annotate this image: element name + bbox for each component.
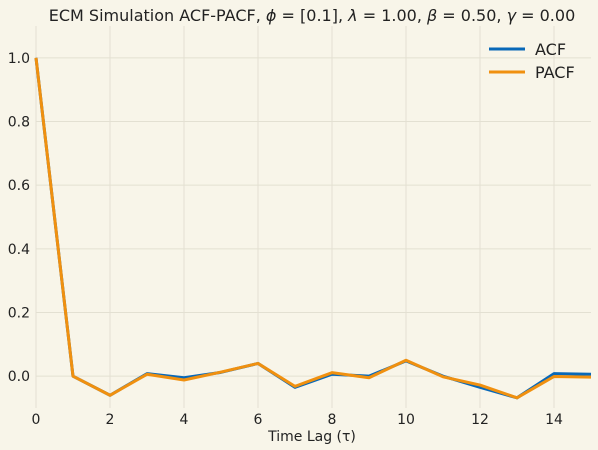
x-tick-label: 12	[471, 412, 489, 428]
title-phi-symbol: ϕ	[266, 6, 277, 25]
title-prefix: ECM Simulation ACF-PACF,	[49, 6, 266, 25]
x-tick-label: 2	[106, 412, 115, 428]
series-lines	[34, 57, 592, 400]
y-tick-label: 0.0	[8, 369, 30, 385]
y-tick-label: 0.8	[8, 115, 30, 131]
x-tick-label: 10	[397, 412, 415, 428]
title-beta-symbol: β	[426, 6, 437, 25]
x-axis-label: Time Lag (τ)	[267, 429, 356, 445]
title-lambda-symbol: λ	[347, 6, 357, 25]
y-tick-label: 0.2	[8, 306, 30, 322]
y-tick-label: 0.4	[8, 242, 30, 258]
legend-label-pacf: PACF	[535, 63, 575, 82]
chart-title: ECM Simulation ACF-PACF, ϕ = [0.1], λ = …	[49, 6, 576, 25]
grid	[35, 26, 591, 408]
title-beta-value: = 0.50,	[437, 6, 506, 25]
title-gamma-symbol: γ	[507, 6, 518, 25]
x-tick-label: 8	[328, 412, 337, 428]
x-tick-label: 14	[545, 412, 563, 428]
series-line-acf	[34, 57, 592, 400]
x-tick-label: 0	[32, 412, 41, 428]
title-gamma-value: = 0.00	[516, 6, 575, 25]
series-line-pacf	[34, 57, 592, 400]
legend-label-acf: ACF	[535, 40, 566, 59]
y-tick-label: 1.0	[8, 51, 30, 67]
title-phi-value: = [0.1],	[276, 6, 348, 25]
tick-labels: 0 2 4 6 8 10 12 14 0.0 0.2 0.4 0.6 0.8 1.0	[8, 51, 563, 428]
x-tick-label: 4	[180, 412, 189, 428]
y-tick-label: 0.6	[8, 178, 30, 194]
title-lambda-value: = 1.00,	[358, 6, 427, 25]
x-tick-label: 6	[254, 412, 263, 428]
legend: ACF PACF	[489, 40, 575, 82]
